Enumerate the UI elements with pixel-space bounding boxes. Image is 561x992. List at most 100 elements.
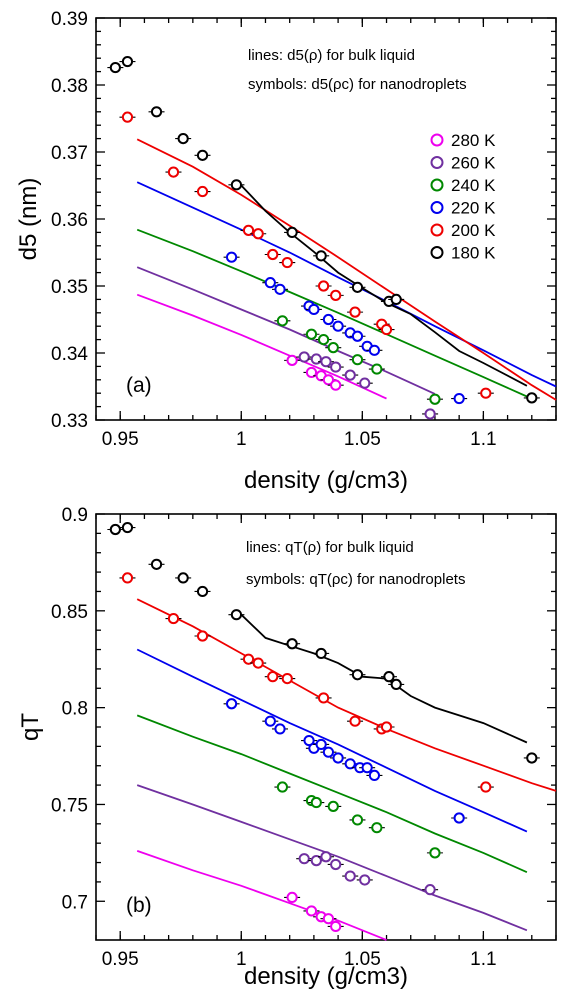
point-220k (264, 277, 276, 289)
series-lines-b (136, 598, 557, 941)
panel-label-a: (a) (126, 374, 152, 397)
x-tick-label: 1.05 (344, 949, 381, 970)
point-240k (351, 814, 364, 826)
point-200k (167, 166, 180, 178)
x-tick-label: 1.05 (344, 429, 381, 450)
panel-a: 0.95 1 1.05 1.1 0.33 0.34 0.35 0.36 0.37 0.38 0.39… (15, 9, 557, 494)
legend-marker (430, 223, 444, 237)
legend: 280 K 260 K 240 K 220 K 200 K 180 K (430, 131, 496, 263)
point-280k (322, 913, 335, 925)
line-200k (136, 138, 557, 401)
annotation-symbols-a: symbols: d5(ρc) for nanodroplets (248, 76, 467, 93)
point-240k (305, 328, 318, 340)
point-200k (330, 289, 342, 301)
point-200k (480, 781, 492, 793)
point-180k (351, 669, 364, 681)
y-tick-label: 0.8 (62, 699, 88, 720)
point-260k (298, 853, 310, 865)
point-240k (429, 393, 441, 405)
panel-b: 0.95 1 1.05 1.1 0.7 0.75 0.8 0.85 0.9 lines: qT(… (17, 505, 557, 990)
line-180k (240, 614, 528, 744)
point-180k (230, 179, 243, 191)
annotation-symbols-b: symbols: qT(ρc) for nanodroplets (246, 571, 465, 588)
legend-marker (430, 201, 444, 214)
point-220k (453, 812, 465, 824)
point-240k (371, 822, 383, 834)
point-200k (242, 224, 255, 236)
point-220k (368, 344, 381, 356)
point-240k (276, 781, 289, 793)
line-280k (136, 293, 387, 400)
point-200k (380, 721, 393, 733)
point-220k (332, 320, 344, 332)
point-200k (267, 248, 279, 261)
point-200k (167, 612, 180, 625)
point-260k (330, 361, 342, 373)
point-260k (330, 858, 342, 871)
point-200k (281, 672, 293, 685)
point-200k (267, 671, 279, 683)
legend-label: 260 K (451, 154, 496, 173)
point-220k (351, 330, 364, 342)
series-points-b (107, 521, 540, 933)
legend-label: 240 K (451, 176, 496, 195)
point-180k (177, 572, 189, 584)
line-260k (136, 784, 528, 932)
point-180k (121, 521, 134, 534)
line-280k (136, 850, 387, 941)
point-260k (424, 884, 436, 896)
point-180k (315, 250, 327, 262)
point-280k (322, 374, 335, 386)
point-220k (308, 303, 320, 316)
point-260k (359, 874, 371, 886)
y-axis-label-b: qT (17, 713, 44, 741)
point-220k (322, 313, 335, 326)
point-220k (322, 746, 335, 758)
point-280k (330, 920, 342, 933)
point-200k (349, 306, 361, 318)
line-200k (136, 598, 557, 792)
x-axis-label-a: density (g/cm3) (244, 467, 408, 494)
legend-label: 200 K (451, 221, 496, 240)
point-200k (121, 111, 134, 123)
point-240k (310, 796, 322, 809)
point-200k (349, 715, 361, 727)
point-180k (109, 61, 121, 74)
line-220k (136, 648, 528, 833)
point-260k (320, 356, 332, 368)
legend-label: 280 K (451, 131, 496, 150)
point-220k (274, 283, 286, 295)
point-260k (424, 408, 436, 420)
point-180k (230, 609, 243, 621)
y-tick-label: 0.33 (51, 411, 88, 432)
point-260k (298, 351, 310, 363)
point-180k (351, 281, 364, 293)
point-180k (286, 638, 298, 650)
line-180k (240, 184, 528, 387)
point-220k (225, 698, 238, 710)
y-tick-label: 0.36 (51, 210, 88, 231)
y-tick-label: 0.38 (51, 76, 88, 97)
y-tick-label: 0.39 (51, 9, 88, 30)
legend-label: 220 K (451, 199, 496, 218)
point-180k (177, 133, 189, 145)
point-180k (150, 106, 163, 118)
point-280k (305, 366, 318, 379)
point-220k (264, 715, 276, 727)
point-200k (380, 323, 393, 336)
point-240k (351, 354, 364, 366)
point-200k (196, 630, 209, 642)
y-tick-label: 0.85 (51, 602, 88, 623)
line-240k (136, 228, 528, 398)
point-280k (330, 379, 342, 391)
point-180k (286, 226, 298, 238)
point-220k (344, 758, 356, 770)
legend-marker (430, 133, 444, 147)
line-240k (136, 714, 528, 874)
point-200k (480, 387, 492, 399)
point-220k (453, 392, 465, 405)
axes-a: 0.95 1 1.05 1.1 0.33 0.34 0.35 0.36 0.37 0.38 0.39 (51, 9, 557, 450)
point-200k (252, 228, 264, 240)
point-220k (368, 769, 381, 782)
